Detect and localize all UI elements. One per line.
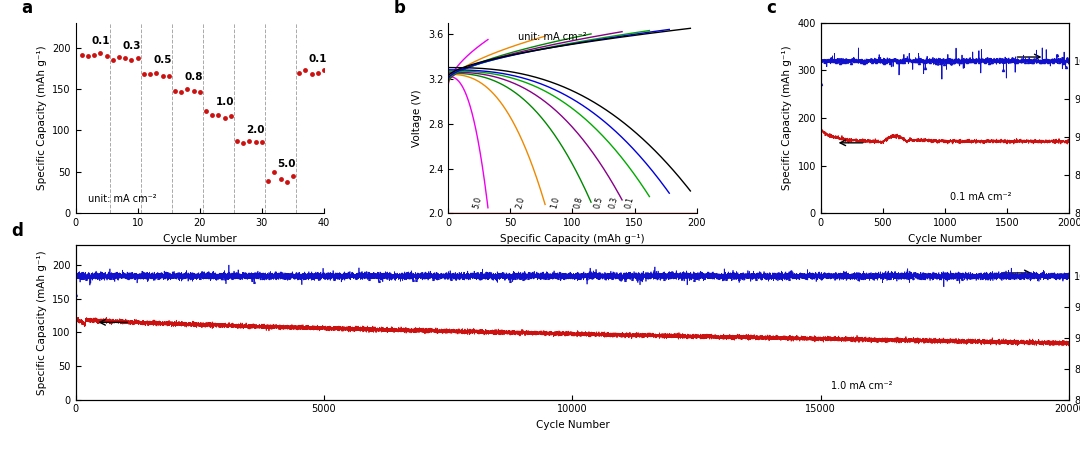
Text: unit: mA cm⁻²: unit: mA cm⁻² — [517, 32, 586, 42]
Text: unit: mA cm⁻²: unit: mA cm⁻² — [89, 194, 157, 204]
Y-axis label: Specific Capacity (mAh g⁻¹): Specific Capacity (mAh g⁻¹) — [37, 46, 46, 190]
Text: 5.0: 5.0 — [472, 196, 484, 210]
Text: 0.1: 0.1 — [624, 196, 636, 210]
Text: c: c — [766, 0, 777, 17]
Text: 0.5: 0.5 — [593, 196, 605, 210]
Text: 2.0: 2.0 — [246, 125, 265, 135]
Text: 1.0: 1.0 — [215, 97, 234, 107]
Text: 2.0: 2.0 — [515, 196, 527, 210]
X-axis label: Specific Capacity (mAh g⁻¹): Specific Capacity (mAh g⁻¹) — [500, 234, 645, 244]
Text: 1.0 mA cm⁻²: 1.0 mA cm⁻² — [831, 381, 892, 391]
Text: 5.0: 5.0 — [278, 159, 296, 169]
Text: 0.8: 0.8 — [185, 72, 203, 82]
Text: 0.1 mA cm⁻²: 0.1 mA cm⁻² — [950, 192, 1012, 202]
X-axis label: Cycle Number: Cycle Number — [536, 420, 609, 430]
Y-axis label: Specific Capacity (mAh g⁻¹): Specific Capacity (mAh g⁻¹) — [37, 250, 46, 395]
X-axis label: Cycle Number: Cycle Number — [163, 234, 237, 244]
Text: 0.3: 0.3 — [608, 196, 620, 210]
Text: 1.0: 1.0 — [550, 196, 562, 210]
Text: a: a — [21, 0, 32, 17]
Y-axis label: Specific Capacity (mAh g⁻¹): Specific Capacity (mAh g⁻¹) — [782, 46, 792, 190]
Text: b: b — [393, 0, 405, 17]
Text: 0.8: 0.8 — [572, 196, 584, 210]
Text: 0.3: 0.3 — [122, 41, 140, 51]
Y-axis label: Voltage (V): Voltage (V) — [413, 89, 422, 147]
Text: d: d — [11, 222, 23, 240]
Text: 0.1: 0.1 — [91, 36, 110, 46]
Text: 0.5: 0.5 — [153, 55, 172, 65]
Text: 0.1: 0.1 — [309, 54, 327, 64]
X-axis label: Cycle Number: Cycle Number — [908, 234, 982, 244]
